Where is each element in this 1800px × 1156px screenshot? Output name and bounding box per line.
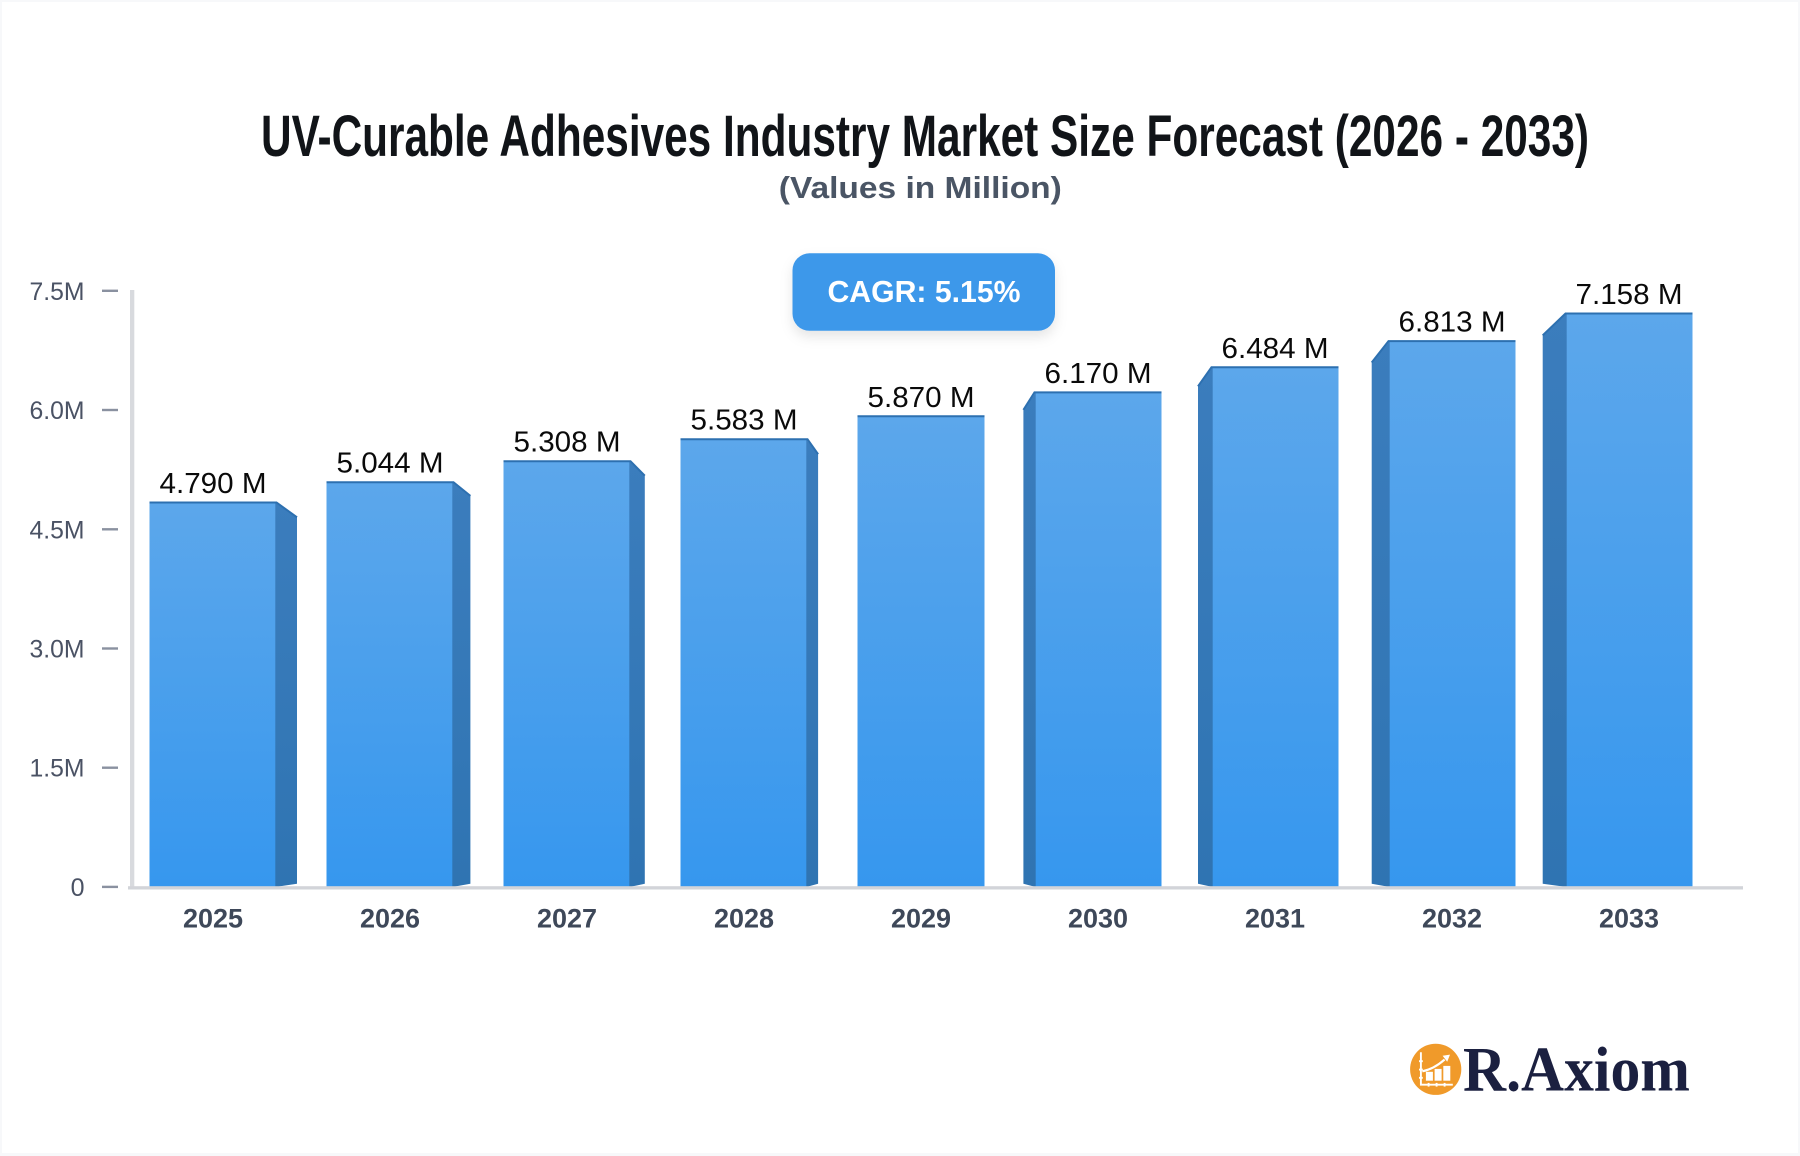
svg-text:5.870 M: 5.870 M (868, 382, 975, 414)
svg-text:UV-Curable Adhesives Industry: UV-Curable Adhesives Industry Market Siz… (261, 104, 1589, 169)
svg-text:7.158 M: 7.158 M (1576, 279, 1683, 311)
svg-text:2031: 2031 (1245, 904, 1305, 934)
svg-text:1.5M: 1.5M (30, 755, 85, 783)
svg-text:2032: 2032 (1422, 904, 1482, 934)
svg-text:2026: 2026 (360, 904, 420, 934)
svg-text:5.308 M: 5.308 M (514, 427, 621, 459)
svg-text:2028: 2028 (714, 904, 774, 934)
svg-text:6.170 M: 6.170 M (1045, 358, 1152, 390)
svg-text:2030: 2030 (1068, 904, 1128, 934)
svg-text:7.5M: 7.5M (30, 278, 85, 306)
svg-text:2025: 2025 (183, 904, 243, 934)
svg-text:6.813 M: 6.813 M (1399, 307, 1506, 339)
svg-text:2033: 2033 (1599, 904, 1659, 934)
svg-text:3.0M: 3.0M (30, 636, 85, 664)
svg-text:R.Axiom: R.Axiom (1463, 1035, 1690, 1105)
svg-text:6.484 M: 6.484 M (1222, 333, 1329, 365)
svg-text:CAGR: 5.15%: CAGR: 5.15% (828, 274, 1021, 309)
svg-text:(Values in Million): (Values in Million) (779, 170, 1062, 205)
svg-text:0: 0 (71, 874, 85, 902)
svg-text:4.5M: 4.5M (30, 516, 85, 544)
svg-text:2029: 2029 (891, 904, 951, 934)
svg-text:5.583 M: 5.583 M (691, 405, 798, 437)
svg-text:6.0M: 6.0M (30, 397, 85, 425)
svg-text:2027: 2027 (537, 904, 597, 934)
svg-text:5.044 M: 5.044 M (337, 448, 444, 480)
svg-text:4.790 M: 4.790 M (160, 468, 267, 500)
